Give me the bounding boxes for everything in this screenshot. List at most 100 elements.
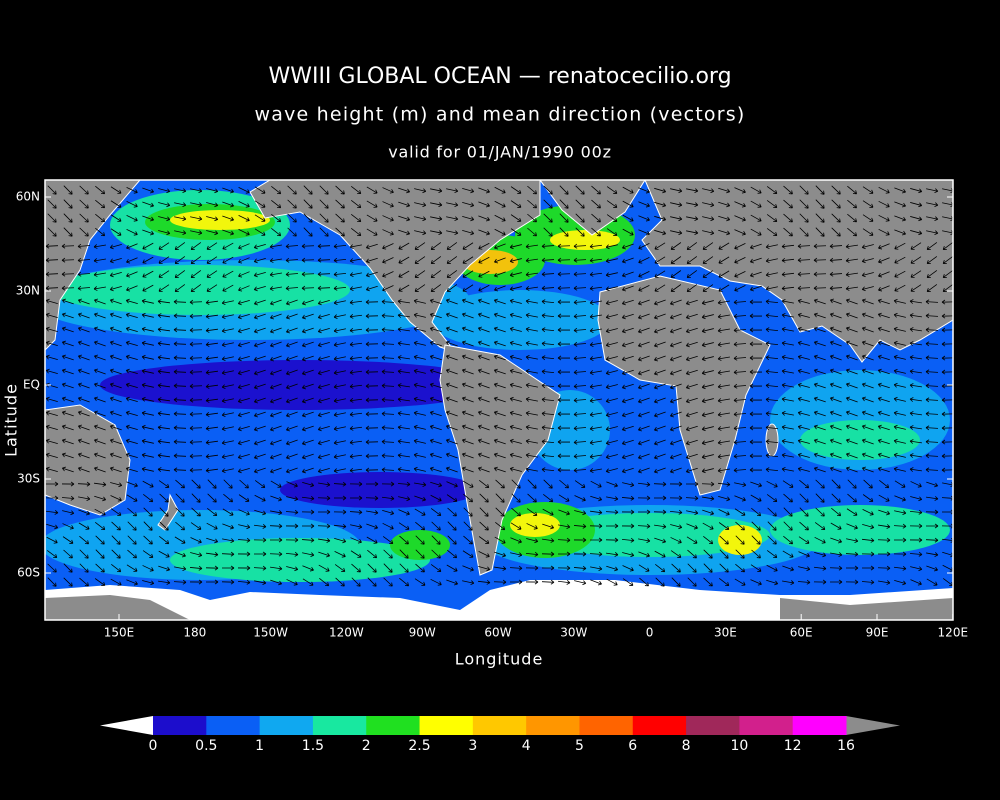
vector — [925, 341, 939, 347]
vector — [78, 466, 90, 473]
vector — [126, 229, 138, 236]
vector — [174, 242, 186, 250]
vector — [222, 242, 234, 250]
vector — [509, 466, 522, 472]
vector — [733, 467, 747, 473]
vector — [830, 579, 843, 585]
vector — [141, 396, 154, 402]
vector — [765, 411, 779, 417]
vector — [910, 216, 923, 222]
vector — [366, 214, 378, 222]
vector — [205, 468, 219, 473]
vector — [717, 384, 730, 389]
vector — [862, 200, 874, 208]
vector — [670, 355, 682, 362]
vector — [301, 313, 314, 320]
lat-label: 30S — [17, 472, 40, 486]
vector — [365, 467, 379, 473]
vector — [622, 228, 634, 236]
vector — [846, 382, 858, 389]
vector — [637, 482, 651, 487]
vector — [573, 299, 587, 305]
vector — [734, 578, 746, 586]
vector — [638, 215, 650, 222]
vector — [478, 466, 490, 473]
vector — [205, 314, 219, 319]
vector — [749, 285, 762, 292]
vector — [269, 272, 282, 277]
vector — [189, 299, 203, 305]
vector — [685, 453, 698, 460]
vector — [141, 382, 154, 388]
vector — [335, 185, 345, 195]
vector — [221, 454, 234, 460]
vector — [606, 228, 618, 236]
vector — [605, 426, 618, 432]
vector — [349, 509, 363, 515]
vector — [286, 453, 298, 460]
vector — [719, 535, 729, 545]
vector — [909, 355, 922, 360]
vector — [509, 382, 522, 388]
vector — [830, 438, 842, 445]
vector — [670, 369, 682, 376]
vector — [221, 565, 235, 571]
vector — [478, 368, 490, 375]
vector — [190, 284, 202, 292]
vector — [253, 369, 266, 376]
vector — [77, 271, 91, 277]
vector — [301, 285, 315, 291]
vector — [221, 579, 235, 585]
vector — [831, 227, 841, 237]
vector — [894, 242, 906, 250]
vector — [718, 496, 731, 502]
vector — [397, 481, 411, 487]
vector — [222, 187, 234, 194]
vector — [605, 509, 619, 515]
vector — [813, 424, 826, 431]
vector — [877, 354, 890, 361]
vector — [478, 480, 490, 489]
vector — [286, 467, 298, 474]
colorbar-swatch — [366, 716, 421, 735]
vector — [221, 426, 234, 432]
vector — [447, 549, 458, 559]
vector — [926, 552, 939, 557]
vector — [686, 242, 698, 250]
vector — [765, 467, 779, 473]
vector — [621, 355, 634, 362]
vector — [877, 368, 890, 375]
vector — [926, 242, 938, 250]
vector — [846, 523, 858, 530]
vector — [750, 494, 762, 502]
vector — [766, 200, 778, 208]
vector — [637, 509, 651, 515]
vector — [109, 244, 122, 250]
vector — [333, 398, 346, 404]
vector — [797, 298, 810, 304]
vector — [493, 452, 506, 459]
vector — [846, 326, 858, 333]
vector — [270, 355, 282, 362]
vector — [478, 312, 490, 319]
vector — [702, 216, 715, 222]
vector — [286, 383, 298, 390]
vector — [494, 243, 506, 250]
vector — [541, 453, 555, 459]
vector — [397, 397, 410, 402]
vector — [685, 495, 699, 501]
vector — [685, 369, 698, 376]
vector — [206, 216, 219, 222]
vector — [926, 270, 938, 278]
vector — [862, 228, 874, 236]
vector — [494, 200, 506, 208]
vector — [479, 493, 489, 503]
vector — [287, 199, 297, 209]
vector — [95, 535, 105, 545]
vector — [317, 300, 330, 306]
vector — [925, 313, 939, 319]
vector — [525, 383, 538, 388]
vector — [351, 577, 361, 587]
vector — [126, 494, 138, 502]
vector — [669, 481, 683, 487]
